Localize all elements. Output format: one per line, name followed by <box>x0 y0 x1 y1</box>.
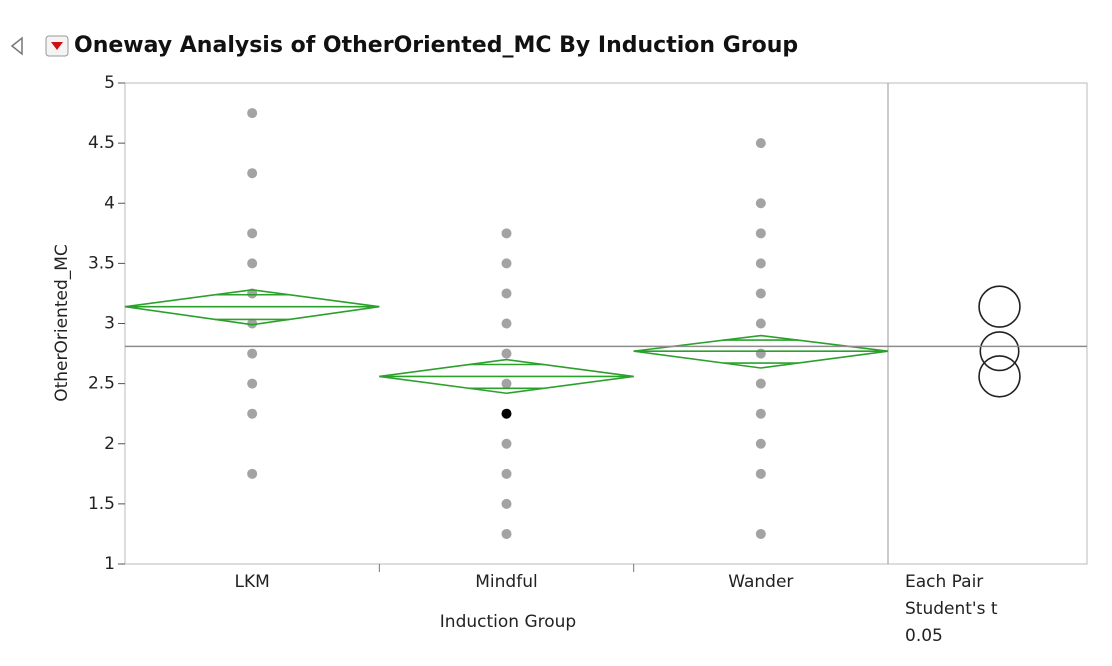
disclosure-icon[interactable] <box>10 36 23 56</box>
comparison-circle <box>978 285 1021 328</box>
comparison-label: Each Pair <box>905 572 983 592</box>
y-tick-label: 1 <box>104 554 115 574</box>
y-tick-label: 1.5 <box>88 494 115 514</box>
chart-title: Oneway Analysis of OtherOriented_MC By I… <box>74 33 798 58</box>
data-point <box>501 438 512 449</box>
y-tick-label: 4.5 <box>88 133 115 153</box>
y-tick-label: 4 <box>104 193 115 213</box>
data-point <box>755 318 766 329</box>
data-point <box>755 468 766 479</box>
data-point <box>755 198 766 209</box>
menu-arrow <box>51 42 63 50</box>
data-point <box>247 228 258 239</box>
data-point <box>755 228 766 239</box>
y-tick-label: 3 <box>104 314 115 334</box>
x-tick-label: LKM <box>235 572 270 592</box>
data-point <box>247 318 258 329</box>
y-tick-label: 5 <box>104 73 115 93</box>
data-point <box>501 468 512 479</box>
data-point <box>501 348 512 359</box>
data-point <box>755 138 766 149</box>
alpha-label: 0.05 <box>905 626 943 646</box>
data-point <box>247 258 258 269</box>
data-point <box>501 288 512 299</box>
x-tick-label: Wander <box>728 572 793 592</box>
data-point <box>501 498 512 509</box>
data-point <box>247 408 258 419</box>
data-point <box>501 258 512 269</box>
data-point <box>501 528 512 539</box>
data-point <box>755 438 766 449</box>
comparison-circle <box>979 331 1020 372</box>
y-tick-label: 3.5 <box>88 253 115 273</box>
data-point <box>755 288 766 299</box>
data-point <box>247 348 258 359</box>
data-point <box>501 228 512 239</box>
data-point <box>755 348 766 359</box>
data-point <box>755 258 766 269</box>
y-tick-label: 2.5 <box>88 374 115 394</box>
x-tick-label: Mindful <box>475 572 537 592</box>
y-tick-label: 2 <box>104 434 115 454</box>
comparison-circle <box>978 355 1021 398</box>
y-axis-label: OtherOriented_MC <box>52 244 72 402</box>
data-point <box>247 378 258 389</box>
data-point <box>247 168 258 179</box>
data-point <box>247 468 258 479</box>
comparison-label: Student's t <box>905 599 998 619</box>
data-point <box>501 378 512 389</box>
data-point <box>755 408 766 419</box>
data-point <box>247 108 258 119</box>
data-point <box>501 408 512 419</box>
data-point <box>755 378 766 389</box>
data-point <box>755 528 766 539</box>
data-point <box>501 318 512 329</box>
x-axis-label: Induction Group <box>440 612 576 632</box>
